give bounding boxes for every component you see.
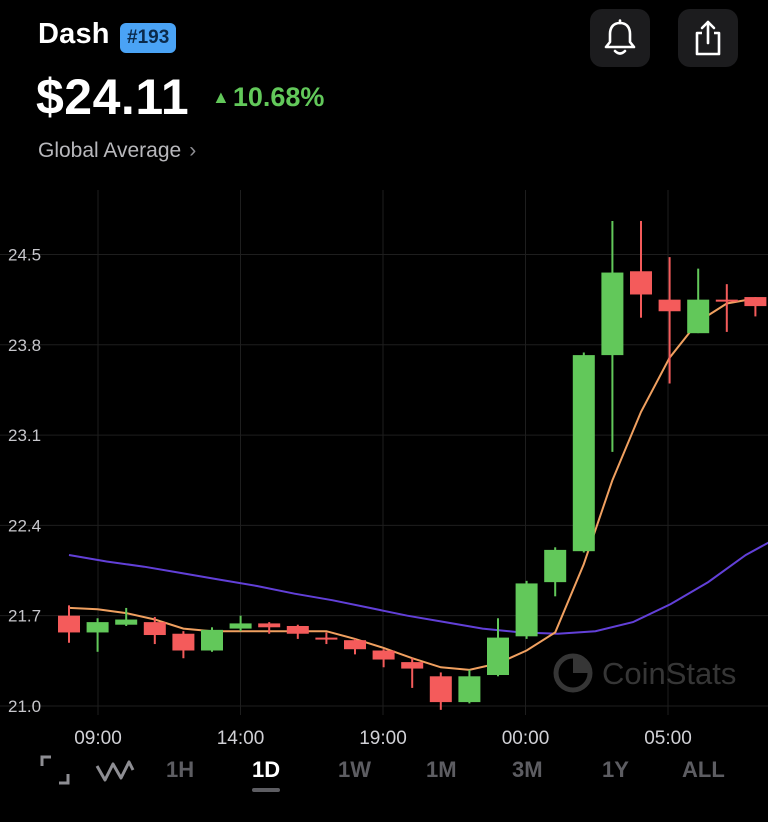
candle-body [58,615,80,633]
candle-body [715,299,738,302]
candle-body [572,355,595,552]
line-chart-icon [95,760,135,782]
long-moving-average-line [68,541,768,635]
bell-icon [604,19,636,55]
candle-body [515,583,538,637]
y-tick-label: 24.5 [8,245,41,264]
price-change-value: 10.68% [232,82,325,112]
price-source-label: Global Average [38,139,182,162]
expand-icon [40,755,70,785]
candle-body [487,637,509,676]
watermark: CoinStats [553,653,736,693]
y-tick-label: 21.0 [8,697,41,716]
y-tick-label: 21.7 [8,607,41,626]
candle-body [344,640,366,650]
candle-body [201,629,223,651]
price-source-link[interactable]: Global Average › [38,139,196,163]
watermark-text: CoinStats [602,656,736,691]
candle-body [172,633,195,651]
rank-badge: #193 [120,23,177,53]
timeframe-all[interactable]: ALL [682,757,725,782]
y-tick-label: 23.1 [8,426,41,445]
candle-body [458,676,481,703]
candles [58,220,767,710]
candle-body [258,623,281,628]
price: $24.11 [36,69,190,125]
timeframe-1m[interactable]: 1M [426,757,457,782]
candle-body [86,622,109,633]
candle-body [658,299,681,312]
x-tick-label: 00:00 [502,728,550,749]
fullscreen-button[interactable] [38,752,72,788]
coin-name: Dash [38,18,110,50]
candle-body [286,625,309,634]
price-change: ▲ 10.68% [212,82,324,113]
candle-body [687,299,710,334]
timeframe-1d[interactable]: 1D [252,752,281,792]
x-tick-label: 14:00 [217,728,265,749]
candle-body [429,676,452,703]
chart-type-button[interactable] [94,752,136,788]
x-tick-label: 19:00 [359,728,407,749]
y-tick-label: 23.8 [8,336,41,355]
short-moving-average-line [68,297,756,671]
price-chart[interactable]: 21.0 21.7 22.4 23.1 23.8 24.5 09:00 14:00 19:00… [0,190,768,750]
candle-body [601,272,624,356]
chevron-right-icon: › [189,139,197,162]
candle-body [630,271,652,295]
alert-button[interactable] [590,9,650,67]
candle-body [115,619,138,625]
candle-body [315,637,338,640]
timeframe-1h[interactable]: 1H [166,757,195,782]
candle-body [229,623,252,629]
x-tick-label: 05:00 [644,728,692,749]
timeframe-1w[interactable]: 1W [338,757,371,782]
share-button[interactable] [678,9,738,67]
up-triangle-icon: ▲ [212,87,230,107]
y-tick-label: 22.4 [8,516,41,535]
candle-body [744,297,767,307]
timeframe-3m[interactable]: 3M [512,757,543,782]
timeframe-1y[interactable]: 1Y [602,757,629,782]
chart-controls: 1H 1D 1W 1M 3M 1Y ALL [0,752,768,792]
y-axis: 21.0 21.7 22.4 23.1 23.8 24.5 [8,245,41,715]
x-axis: 09:00 14:00 19:00 00:00 05:00 [74,728,692,749]
candle-body [544,549,567,583]
candle-body [143,622,166,636]
moving-averages [68,297,768,671]
x-tick-label: 09:00 [74,728,122,749]
share-icon [695,20,721,56]
chart-grid [0,190,768,715]
candle-body [401,662,424,669]
candle-body [372,650,395,660]
